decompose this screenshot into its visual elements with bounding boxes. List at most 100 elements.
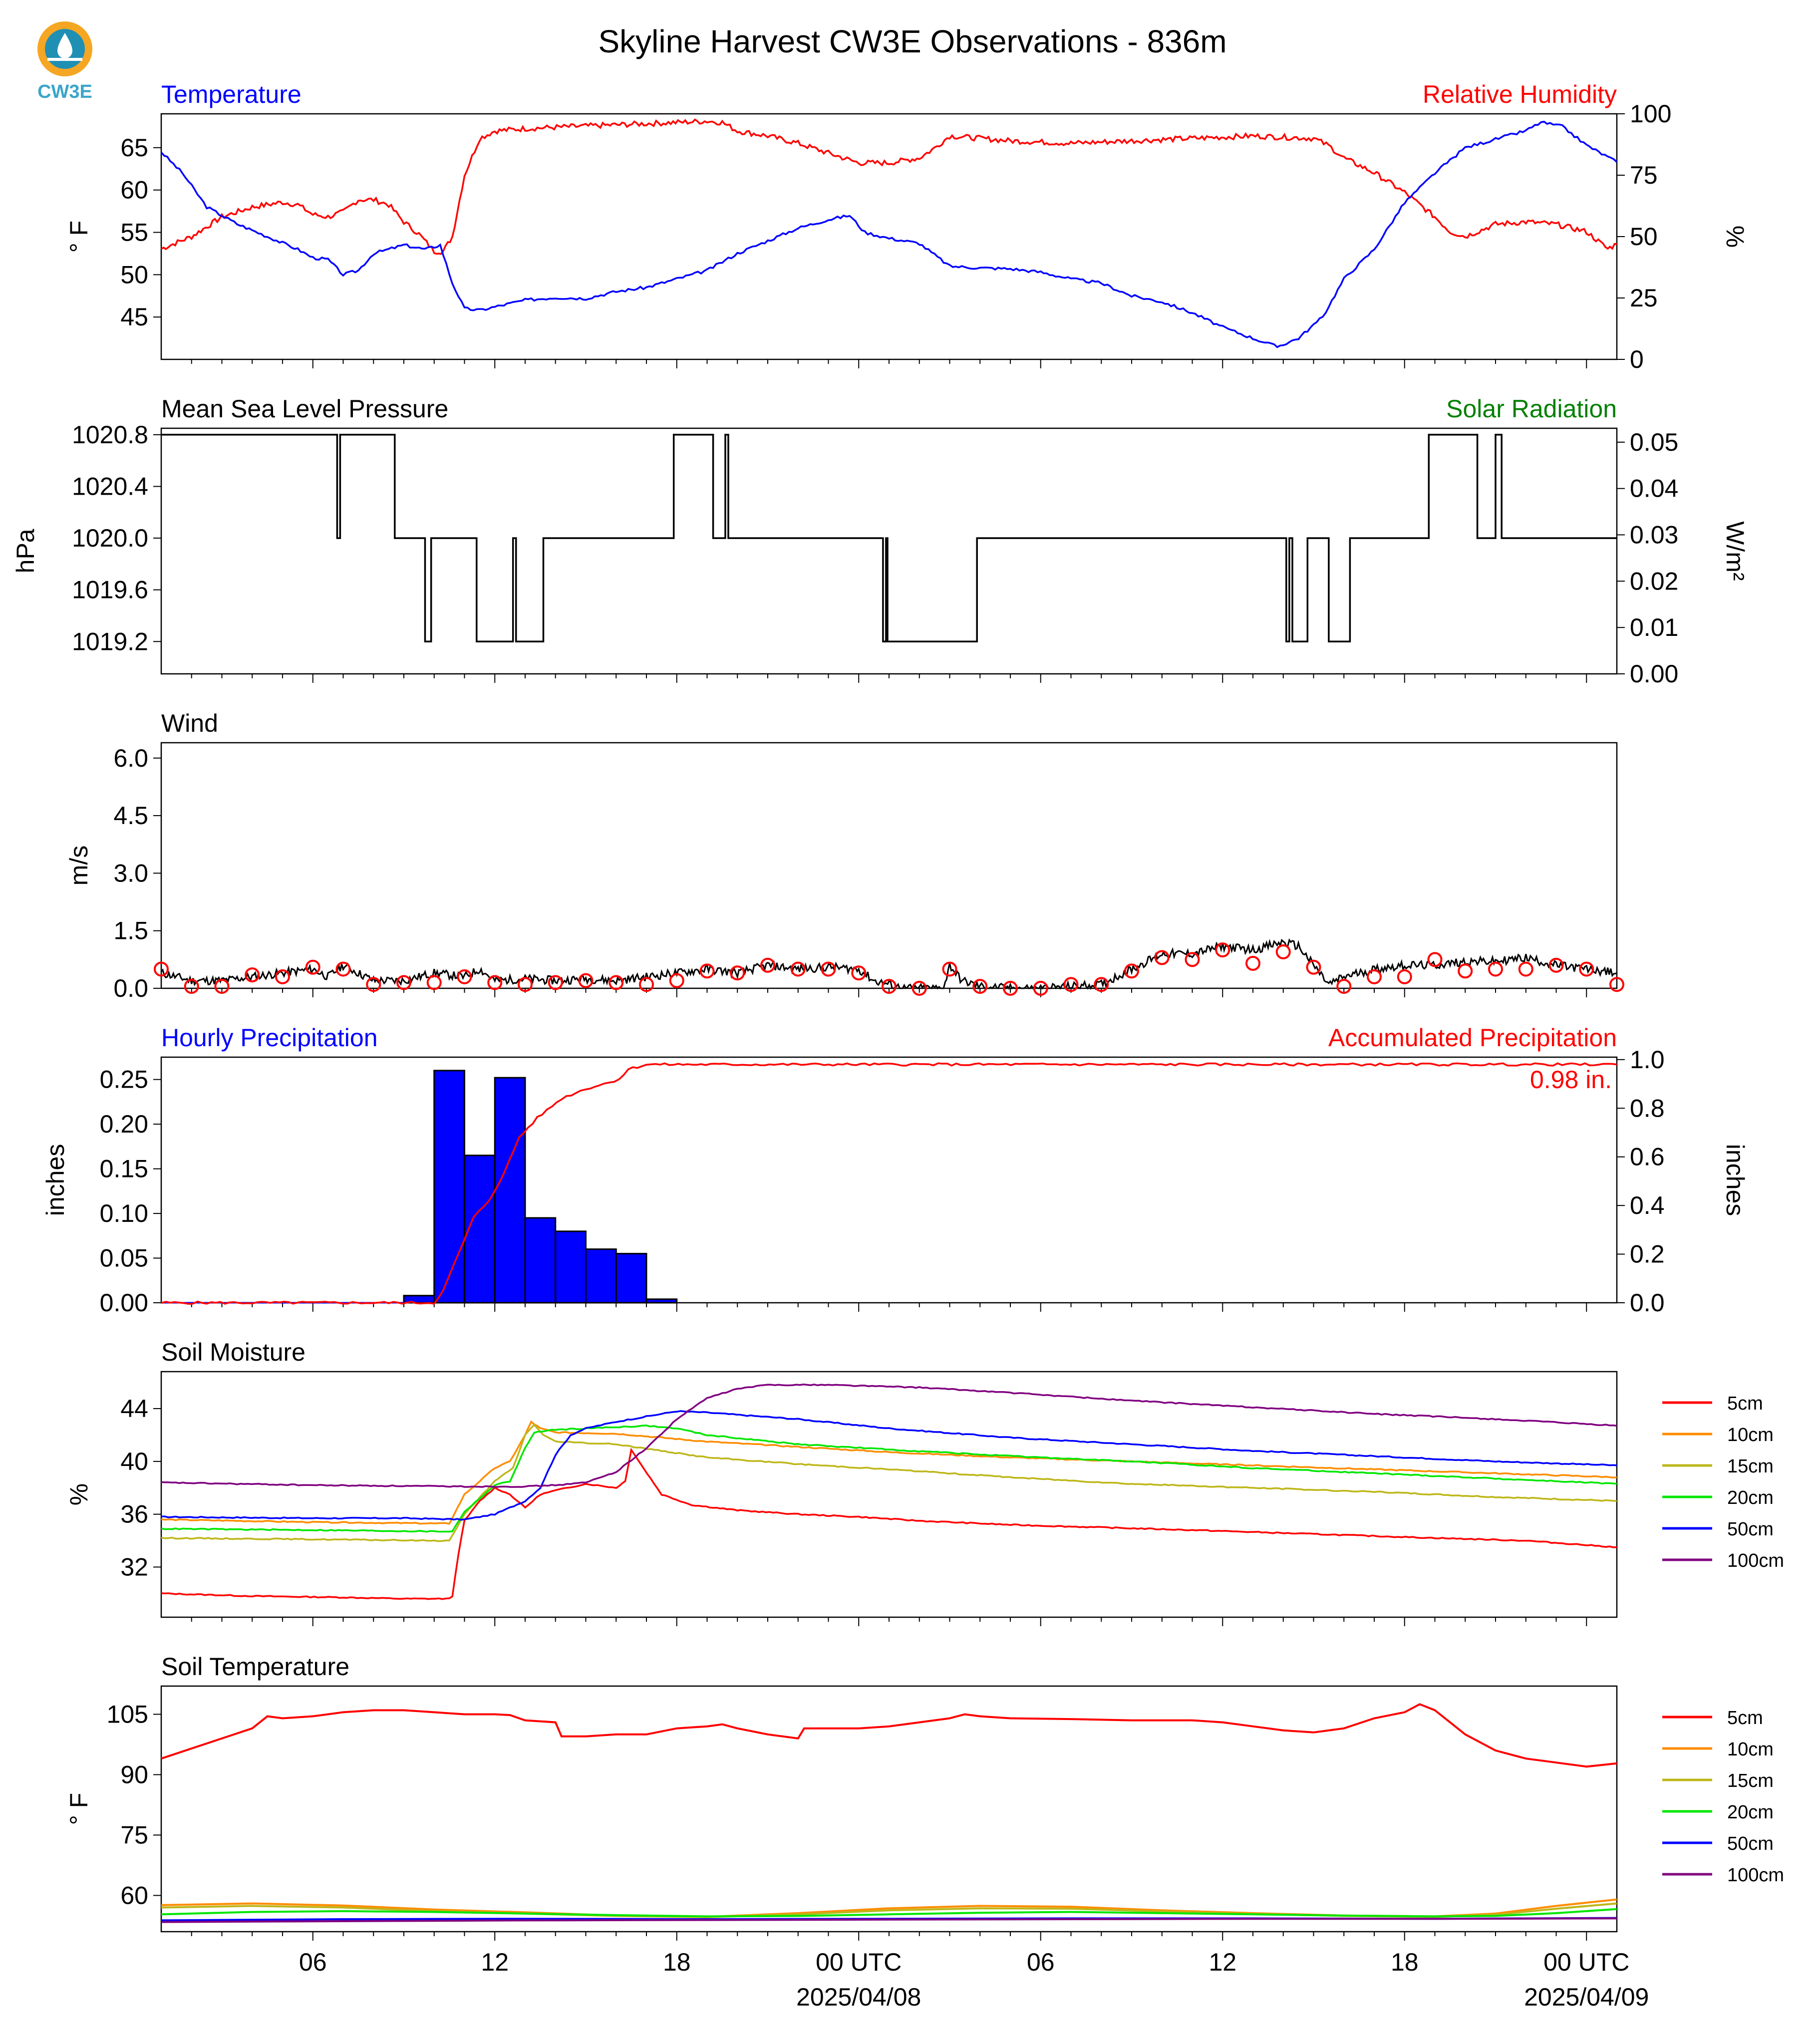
- soil-temp-legend-label: 5cm: [1727, 1708, 1763, 1729]
- soil-moisture-frame: [160, 1371, 1618, 1618]
- temp-rh-ytick-right-label: 25: [1630, 284, 1658, 312]
- precip-frame: [160, 1056, 1618, 1304]
- wind-gust-marker: [396, 975, 411, 990]
- wind-gust-marker: [184, 979, 199, 994]
- soil-moisture-15cm-line: [161, 1423, 1617, 1542]
- soil-moisture-legend-label: 50cm: [1727, 1519, 1774, 1540]
- soil-moisture-ytick-label: 32: [120, 1553, 148, 1581]
- pressure-frame: [160, 427, 1618, 675]
- soil-moisture-10cm-line: [161, 1420, 1617, 1525]
- x-date-label: 2025/04/09: [1524, 1983, 1649, 2011]
- soil-temp-20cm-line: [161, 1908, 1617, 1918]
- soil-temp-100cm-line: [161, 1917, 1617, 1923]
- wind-gust-marker: [1124, 963, 1139, 979]
- soil-moisture-ytick-label: 40: [120, 1448, 148, 1475]
- precip-ytick-label: 0.15: [100, 1155, 148, 1183]
- wind-gust-marker: [366, 977, 381, 992]
- soil-temp-legend-label: 20cm: [1727, 1802, 1774, 1823]
- panels: Temperature Relative Humidity 45 50 55 60 65 ° …: [11, 80, 1784, 2011]
- precip-ytick-right-label: 0.0: [1630, 1289, 1665, 1317]
- wind-gust-marker: [487, 975, 503, 990]
- wind-gust-marker: [1427, 952, 1443, 967]
- soil-moisture-panel: Soil Moisture 32 36 40 44% 5cm 10cm 15cm 20cm 50c…: [65, 1338, 1784, 1626]
- wind-gust-marker: [851, 965, 867, 981]
- temp-rh-ytick-right-label: 100: [1630, 100, 1671, 128]
- x-tick-label: 00 UTC: [816, 1948, 902, 1976]
- wind-gust-marker: [1154, 950, 1170, 965]
- soil-moisture-50cm-line: [161, 1410, 1617, 1521]
- temp-rh-frame: [160, 113, 1618, 360]
- pressure-ytick-right-label: 0.01: [1630, 613, 1678, 641]
- x-tick-label: 06: [299, 1948, 327, 1976]
- wind-gust-marker: [699, 963, 715, 979]
- soil-moisture-left-unit: %: [65, 1483, 93, 1505]
- temp-rh-ytick-label: 60: [120, 176, 148, 204]
- wind-gust-marker: [972, 979, 988, 994]
- precip-left-unit: inches: [41, 1144, 69, 1216]
- precip-bar: [585, 1248, 617, 1304]
- pressure-ytick-label: 1019.2: [72, 627, 148, 655]
- rh-series-line: [161, 118, 1617, 255]
- wind-gust-marker: [1579, 961, 1594, 977]
- accumulated-precip-line: [161, 1062, 1617, 1305]
- wind-gust-marker: [275, 969, 290, 984]
- soil-moisture-5cm-line: [161, 1448, 1617, 1600]
- precip-ytick-label: 0.20: [100, 1110, 148, 1138]
- temperature-series-line: [160, 120, 1618, 348]
- precip-bar: [524, 1217, 557, 1304]
- precip-bar: [645, 1298, 678, 1304]
- pressure-ytick-label: 1020.0: [72, 524, 148, 552]
- wind-gust-marker: [821, 961, 836, 977]
- wind-panel: Wind 0.0 1.5 3.0 4.5 6.0 m/s: [65, 709, 1624, 1002]
- wind-gust-marker: [154, 961, 169, 977]
- wind-gust-marker: [882, 979, 897, 994]
- soil-temp-legend-label: 15cm: [1727, 1770, 1774, 1791]
- precip-ytick-right-label: 0.6: [1630, 1143, 1665, 1171]
- precip-left-title: Hourly Precipitation: [161, 1024, 378, 1052]
- soil-temp-frame: [160, 1685, 1618, 1933]
- precip-total-label: 0.98 in.: [1530, 1066, 1612, 1094]
- wind-gust-marker: [548, 975, 563, 990]
- wind-left-title: Wind: [161, 709, 218, 737]
- wind-gust-marker: [245, 967, 260, 983]
- pressure-ytick-label: 1020.8: [72, 421, 148, 449]
- temp-rh-right-title: Relative Humidity: [1423, 80, 1617, 108]
- wind-gust-marker: [1367, 969, 1382, 984]
- soil-temp-panel: Soil Temperature 60 75 90 105 ° F 5cm 10cm 15cm 2…: [65, 1653, 1784, 2011]
- wind-gust-marker: [457, 969, 472, 984]
- wind-gust-marker: [639, 977, 654, 992]
- wind-gust-marker: [1458, 963, 1473, 979]
- wind-series-line: [160, 938, 1617, 990]
- wind-gust-marker: [1033, 981, 1048, 996]
- pressure-left-title: Mean Sea Level Pressure: [161, 395, 448, 423]
- soil-moisture-100cm-line: [161, 1383, 1617, 1488]
- wind-ytick-label: 0.0: [113, 974, 148, 1002]
- pressure-right-title: Solar Radiation: [1446, 395, 1617, 423]
- precip-ytick-label: 0.25: [100, 1066, 148, 1094]
- precip-ytick-right-label: 0.2: [1630, 1240, 1665, 1268]
- temp-rh-ytick-label: 65: [120, 134, 148, 162]
- wind-frame: [160, 742, 1618, 989]
- soil-temp-left-unit: ° F: [65, 1793, 93, 1825]
- soil-moisture-left-title: Soil Moisture: [161, 1338, 305, 1366]
- precip-ytick-right-label: 0.4: [1630, 1191, 1665, 1219]
- pressure-ytick-right-label: 0.02: [1630, 567, 1678, 595]
- precip-ytick-label: 0.00: [100, 1289, 148, 1317]
- precip-right-unit: inches: [1721, 1144, 1749, 1216]
- wind-ytick-label: 1.5: [113, 917, 148, 945]
- pressure-ytick-right-label: 0.00: [1630, 660, 1678, 688]
- pressure-ytick-right-label: 0.05: [1630, 428, 1678, 456]
- temp-rh-ytick-right-label: 0: [1630, 345, 1644, 373]
- soil-temp-ytick-label: 60: [120, 1881, 148, 1909]
- temp-rh-ytick-right-label: 75: [1630, 161, 1658, 189]
- soil-moisture-ytick-label: 44: [120, 1395, 148, 1423]
- wind-gust-marker: [214, 979, 230, 994]
- soil-moisture-legend-label: 10cm: [1727, 1425, 1774, 1446]
- wind-gust-marker: [426, 975, 442, 990]
- soil-moisture-ytick-label: 36: [120, 1500, 148, 1528]
- cw3e-logo: CW3E: [37, 21, 92, 102]
- precip-bar: [555, 1230, 587, 1304]
- wind-gust-marker: [669, 973, 684, 988]
- wind-gust-marker: [335, 961, 351, 977]
